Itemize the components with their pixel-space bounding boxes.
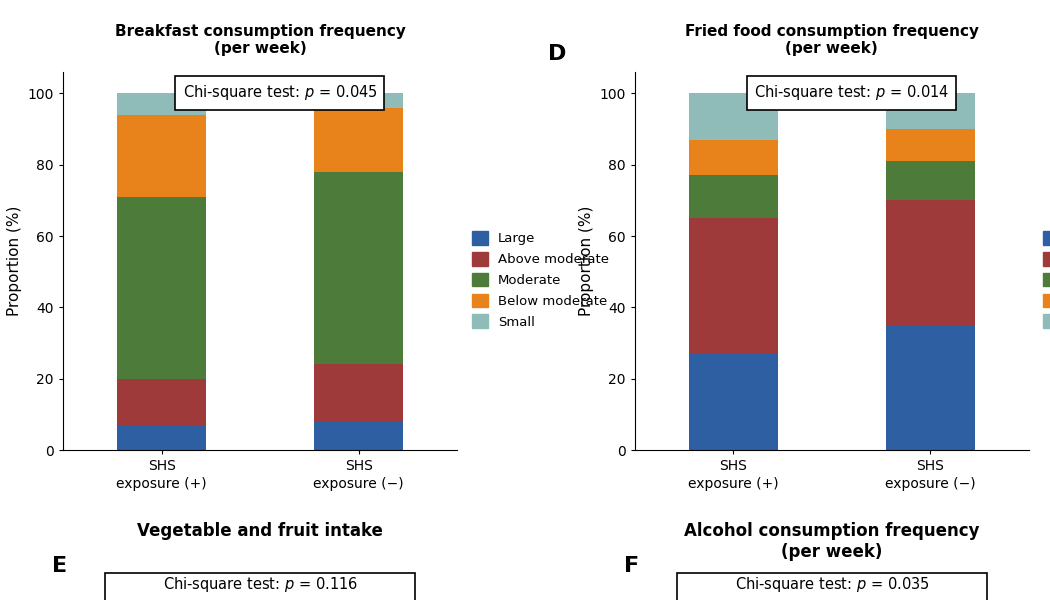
Bar (314, 364, 403, 421)
Y-axis label: Proportion (%): Proportion (%) (579, 206, 593, 316)
Text: Fried food consumption frequency
(per week): Fried food consumption frequency (per we… (685, 24, 979, 56)
Bar (689, 175, 778, 218)
Text: D: D (548, 44, 566, 64)
Text: Vegetable and fruit intake: Vegetable and fruit intake (138, 522, 383, 540)
Text: Chi-square test: $p$ = 0.035: Chi-square test: $p$ = 0.035 (735, 575, 929, 595)
Bar (689, 218, 778, 354)
Legend: Large, Above moderate, Moderate, Below moderate, Small: Large, Above moderate, Moderate, Below m… (471, 231, 609, 329)
Bar (689, 94, 778, 140)
Bar (886, 94, 974, 129)
Bar (118, 94, 206, 115)
Text: Chi-square test: $p$ = 0.116: Chi-square test: $p$ = 0.116 (163, 575, 358, 595)
Legend: 0 days, 1–2 days, 3–4 days, 5–6 days, Every day: 0 days, 1–2 days, 3–4 days, 5–6 days, Ev… (1044, 231, 1050, 329)
Text: Chi-square test: $p$ = 0.045: Chi-square test: $p$ = 0.045 (183, 83, 377, 103)
Bar (314, 107, 403, 172)
Bar (314, 94, 403, 107)
Bar (314, 421, 403, 450)
Bar (314, 172, 403, 364)
Bar (886, 129, 974, 161)
Bar (118, 425, 206, 450)
Text: F: F (624, 556, 639, 576)
Text: Breakfast consumption frequency
(per week): Breakfast consumption frequency (per wee… (114, 24, 405, 56)
Bar (886, 200, 974, 325)
Y-axis label: Proportion (%): Proportion (%) (7, 206, 22, 316)
Text: Chi-square test: $p$ = 0.014: Chi-square test: $p$ = 0.014 (754, 83, 949, 103)
Text: Alcohol consumption frequency
(per week): Alcohol consumption frequency (per week) (685, 522, 980, 561)
Bar (689, 354, 778, 450)
Bar (118, 115, 206, 197)
Bar (886, 325, 974, 450)
Bar (118, 379, 206, 425)
Text: E: E (52, 556, 67, 576)
Bar (118, 197, 206, 379)
Bar (886, 161, 974, 200)
Bar (689, 140, 778, 175)
